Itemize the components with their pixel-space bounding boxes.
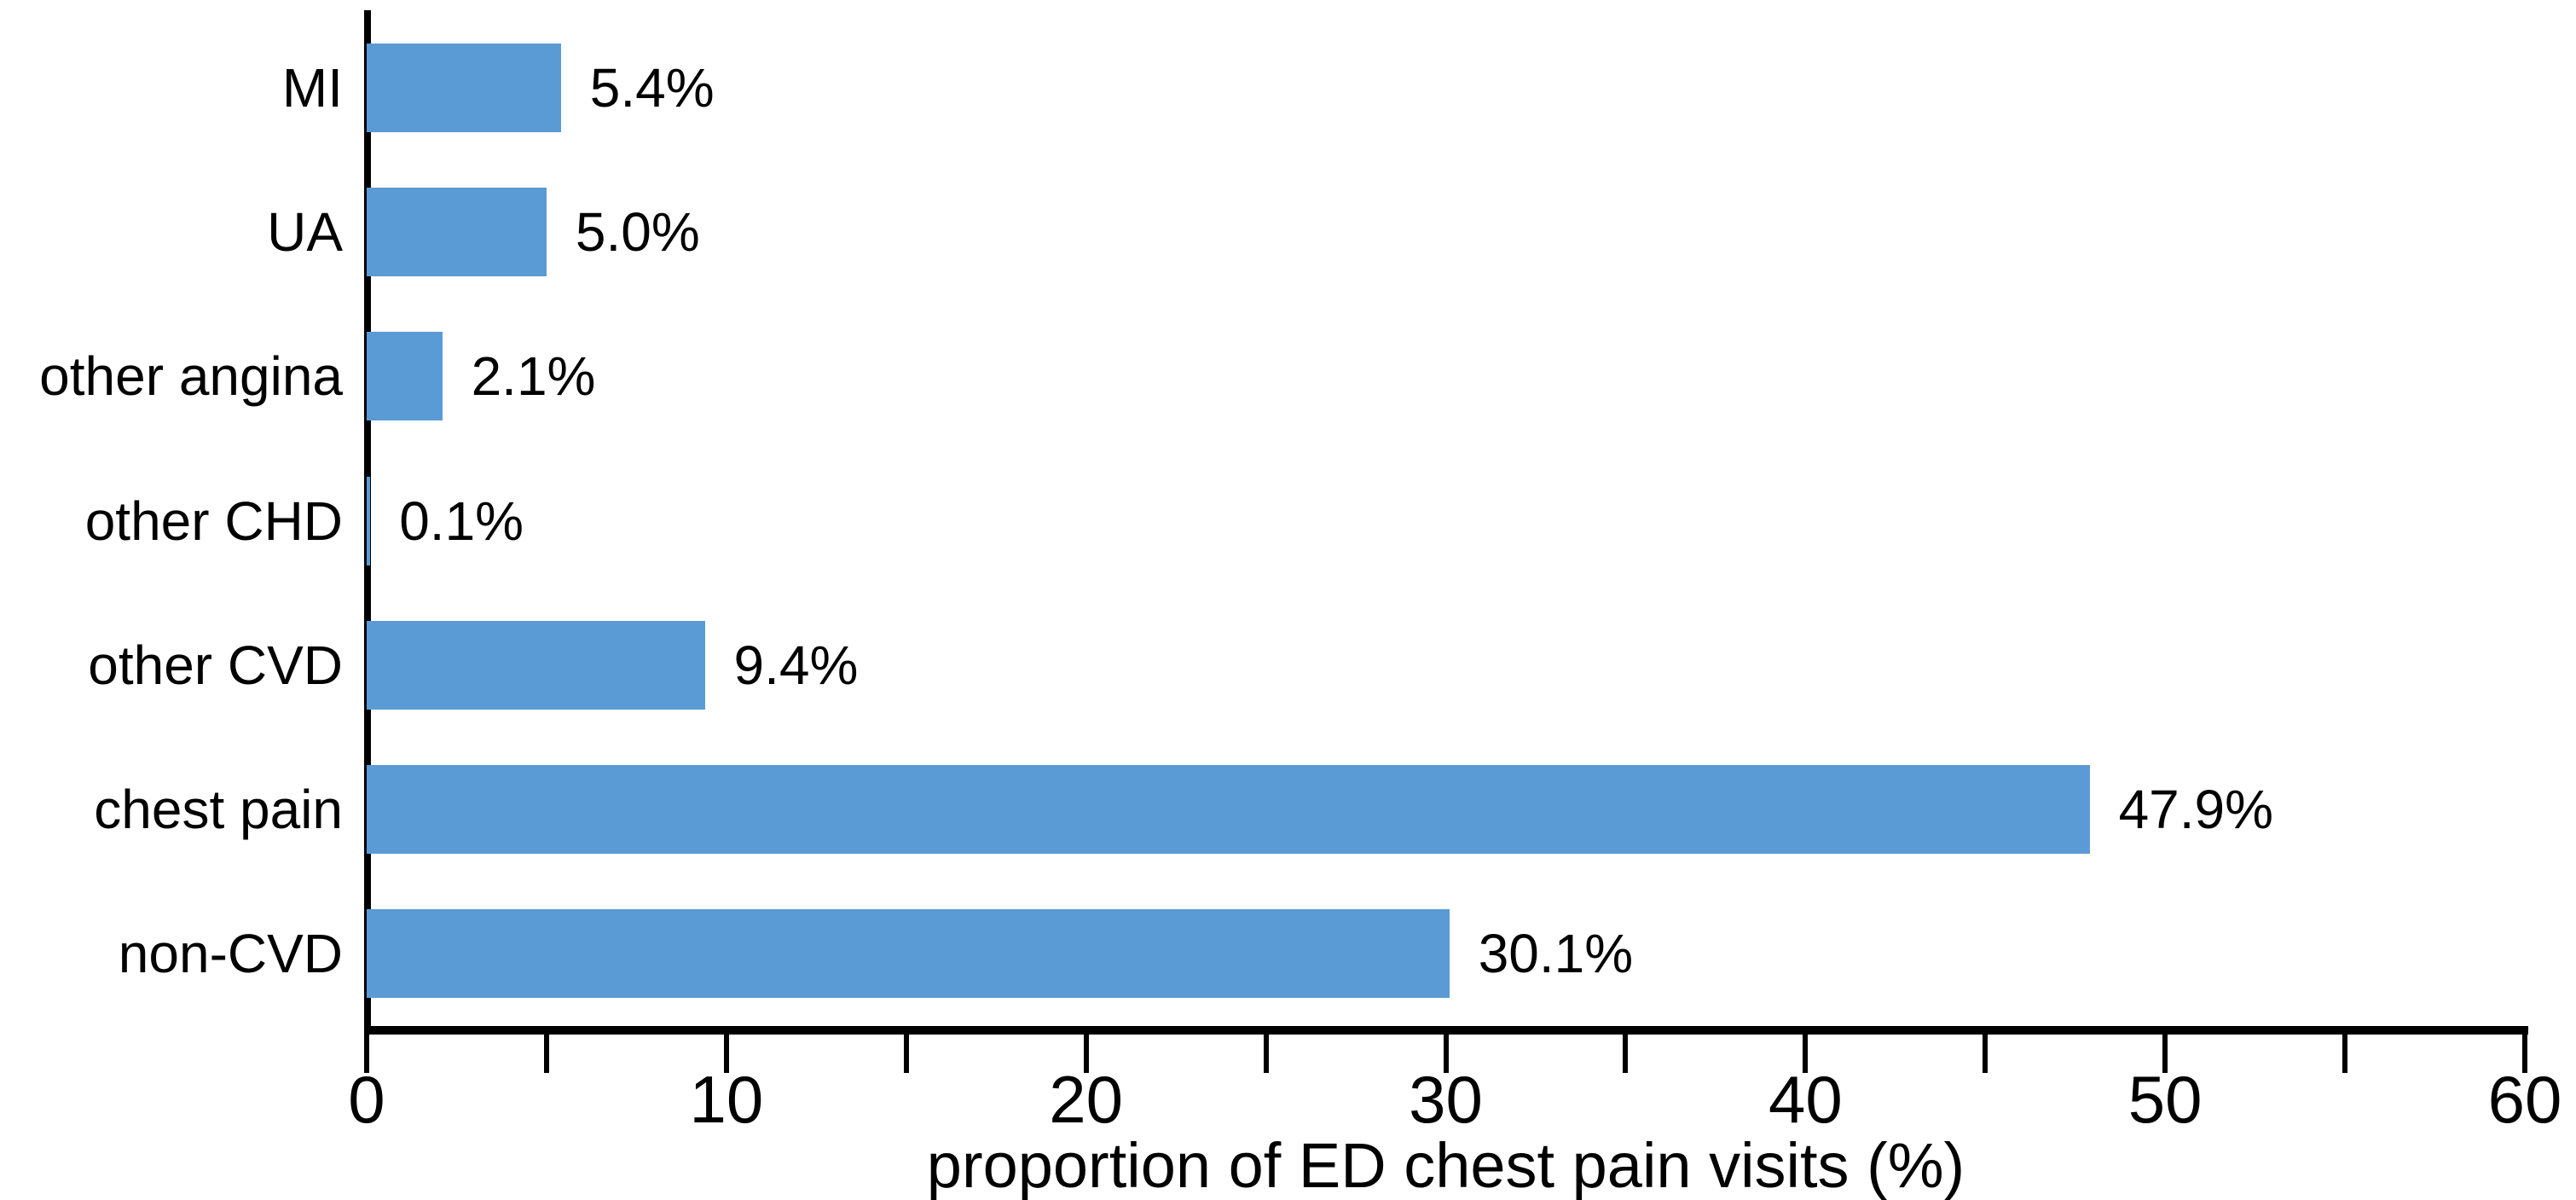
- bar: [367, 476, 371, 565]
- chart-row: non-CVD 30.1%: [119, 909, 2525, 999]
- x-tick-label: 40: [1768, 1062, 1843, 1137]
- plot-area: MI 5.4% UA 5.0% other angina 2.1% other CHD 0.1…: [39, 15, 2525, 1026]
- x-tick-mark: [1983, 1035, 1988, 1073]
- category-label: MI: [281, 56, 343, 119]
- value-label: 2.1%: [471, 345, 596, 408]
- x-tick-mark: [364, 1035, 369, 1073]
- category-label: other angina: [39, 345, 343, 408]
- x-tick-label: 0: [348, 1062, 385, 1137]
- bar: [367, 765, 2090, 855]
- chart-row: other angina 2.1%: [39, 332, 2525, 421]
- x-tick-mark: [723, 1035, 729, 1073]
- value-label: 5.0%: [575, 200, 700, 263]
- x-tick-label: 50: [2127, 1062, 2203, 1137]
- x-tick-mark: [2162, 1035, 2168, 1073]
- chart-row: other CHD 0.1%: [85, 476, 2525, 565]
- category-label: other CVD: [88, 634, 343, 696]
- x-tick-label: 10: [689, 1062, 764, 1137]
- x-tick-mark: [2522, 1035, 2527, 1073]
- x-tick-mark: [1623, 1035, 1629, 1073]
- category-label: other CHD: [84, 490, 343, 552]
- x-tick-mark: [543, 1035, 549, 1073]
- value-label: 30.1%: [1478, 923, 1634, 985]
- x-tick-label: 60: [2487, 1062, 2562, 1137]
- value-label: 0.1%: [399, 490, 524, 552]
- chart-row: chest pain 47.9%: [94, 765, 2525, 855]
- value-label: 47.9%: [2118, 779, 2274, 841]
- chart-row: UA 5.0%: [267, 187, 2525, 276]
- chart-row: other CVD 9.4%: [88, 620, 2525, 710]
- x-tick-label: 20: [1049, 1062, 1124, 1137]
- x-axis-title: proportion of ED chest pain visits (%): [926, 1130, 1965, 1200]
- category-label: UA: [267, 200, 343, 263]
- bar: [367, 332, 443, 421]
- x-axis-line: [364, 1026, 2528, 1035]
- category-label: non-CVD: [118, 923, 343, 985]
- x-tick-mark: [1083, 1035, 1089, 1073]
- value-label: 5.4%: [589, 56, 715, 119]
- x-tick-mark: [2342, 1035, 2348, 1073]
- chart-row: MI 5.4%: [282, 43, 2525, 132]
- x-tick-mark: [1803, 1035, 1809, 1073]
- x-tick-mark: [1263, 1035, 1269, 1073]
- bar: [367, 909, 1450, 999]
- x-tick-mark: [903, 1035, 909, 1073]
- bar: [367, 187, 547, 276]
- x-tick-label: 30: [1409, 1062, 1483, 1137]
- value-label: 9.4%: [733, 634, 859, 696]
- x-tick-mark: [1443, 1035, 1449, 1073]
- bar: [367, 620, 705, 710]
- bar: [367, 43, 561, 132]
- category-label: chest pain: [94, 779, 343, 841]
